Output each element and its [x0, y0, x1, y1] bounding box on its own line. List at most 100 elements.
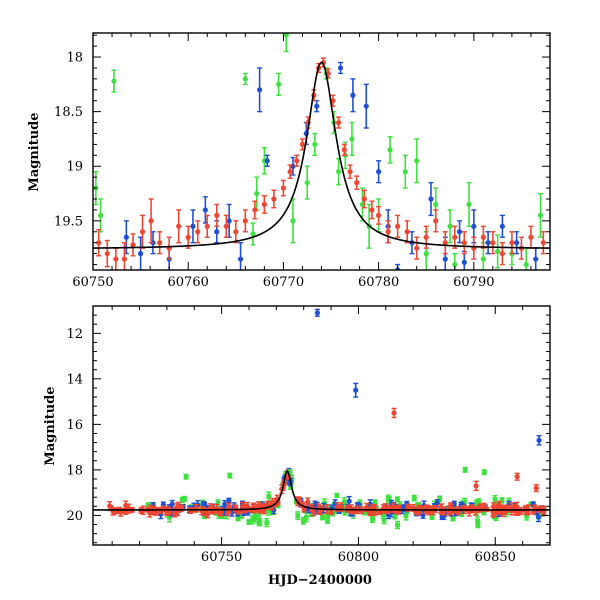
- plot-area: [93, 308, 550, 530]
- red-data-point: [499, 251, 505, 257]
- green-data-point: [167, 514, 172, 520]
- green-data-point: [481, 509, 487, 515]
- model-curve: [93, 469, 550, 511]
- green-data-point: [252, 515, 258, 521]
- y-tick-label: 18: [66, 51, 83, 66]
- red-data-point: [363, 504, 370, 511]
- blue-outlier-point: [353, 387, 359, 393]
- top-panel-light-curve: 60750 60760 60770 60780 60790 18 18.5 19 19.5: [54, 32, 551, 290]
- green-data-point: [336, 169, 342, 175]
- blue-data-point: [138, 251, 144, 257]
- green-outlier-point: [481, 469, 487, 475]
- green-data-point: [474, 502, 480, 508]
- green-outlier-point: [462, 467, 468, 473]
- green-data-point: [303, 515, 309, 520]
- blue-data-point: [312, 501, 318, 507]
- green-data-point: [256, 512, 261, 518]
- red-data-point: [271, 196, 277, 202]
- blue-data-point: [201, 501, 207, 507]
- y-tick-label: 16: [66, 418, 83, 433]
- plot-area: [93, 33, 550, 270]
- green-data-point: [452, 261, 458, 268]
- red-data-point: [490, 503, 497, 510]
- green-data-point: [246, 519, 252, 525]
- red-data-point: [204, 223, 210, 229]
- blue-data-point: [461, 259, 467, 265]
- red-data-point: [223, 223, 229, 229]
- red-data-point: [433, 218, 439, 224]
- red-data-point: [233, 229, 239, 235]
- bottom-x-axis-title: HJD−2400000: [268, 573, 372, 588]
- red-data-point: [294, 158, 300, 164]
- red-data-point: [328, 509, 334, 515]
- blue-data-point: [264, 158, 270, 164]
- green-data-point: [341, 499, 347, 505]
- red-data-point: [195, 229, 201, 235]
- red-data-point: [404, 229, 410, 235]
- red-data-point: [104, 251, 110, 257]
- x-tick-label: 60750: [201, 550, 242, 565]
- red-data-point: [214, 212, 220, 218]
- green-data-point: [288, 484, 294, 490]
- y-tick-label: 19.5: [54, 214, 83, 229]
- green-data-point: [450, 516, 456, 522]
- green-data-point: [447, 223, 453, 229]
- red-data-point: [252, 207, 258, 213]
- green-data-point: [414, 158, 420, 164]
- y-tick-label: 14: [66, 372, 83, 387]
- green-data-point: [537, 212, 544, 218]
- x-tick-label: 60760: [168, 275, 209, 290]
- blue-data-point: [214, 229, 220, 235]
- green-data-point: [429, 514, 435, 520]
- green-data-point: [334, 493, 340, 498]
- green-data-point: [215, 500, 221, 506]
- red-data-point: [130, 242, 136, 248]
- green-data-point: [270, 510, 276, 515]
- green-data-point: [466, 201, 472, 208]
- blue-data-point: [202, 207, 208, 213]
- x-tick-label: 60750: [72, 275, 113, 290]
- green-data-point: [266, 508, 271, 514]
- green-outlier-point: [183, 474, 189, 480]
- red-data-point: [414, 245, 420, 251]
- red-data-point: [199, 508, 205, 514]
- green-data-point: [349, 136, 355, 142]
- blue-outlier-point: [536, 437, 542, 443]
- red-outlier-point: [533, 485, 539, 491]
- red-data-point: [509, 240, 515, 246]
- green-outlier-point: [227, 473, 233, 478]
- red-data-point: [528, 234, 534, 240]
- red-data-point: [461, 240, 467, 246]
- red-data-point: [244, 504, 251, 510]
- red-data-point: [261, 201, 267, 208]
- blue-data-point: [485, 240, 491, 246]
- green-data-point: [381, 517, 387, 523]
- green-data-point: [111, 78, 117, 84]
- green-data-point: [235, 515, 241, 521]
- red-data-point: [406, 504, 412, 510]
- red-data-point: [280, 185, 287, 191]
- y-tick-label: 12: [66, 327, 83, 342]
- blue-data-point: [471, 223, 477, 229]
- y-tick-label: 18.5: [54, 105, 83, 120]
- green-data-point: [250, 231, 256, 237]
- bottom-y-axis-title: Magnitude: [43, 386, 58, 465]
- red-data-point: [121, 256, 128, 262]
- red-data-point: [147, 510, 153, 516]
- bottom-panel-light-curve: 60750 60800 60850 12 14 16 18 20: [66, 305, 551, 565]
- green-data-point: [308, 512, 314, 517]
- green-data-point: [242, 76, 248, 82]
- red-data-point: [540, 509, 547, 515]
- red-outlier-point: [473, 483, 479, 489]
- green-data-point: [437, 496, 443, 502]
- red-data-point: [395, 223, 401, 229]
- red-data-point: [369, 207, 375, 213]
- green-data-point: [304, 180, 310, 186]
- green-data-point: [495, 248, 501, 255]
- green-data-point: [295, 513, 301, 519]
- blue-data-point: [190, 223, 196, 229]
- green-data-point: [325, 518, 330, 524]
- plot-frame: [92, 32, 551, 271]
- green-data-point: [369, 514, 375, 520]
- green-data-point: [403, 513, 409, 519]
